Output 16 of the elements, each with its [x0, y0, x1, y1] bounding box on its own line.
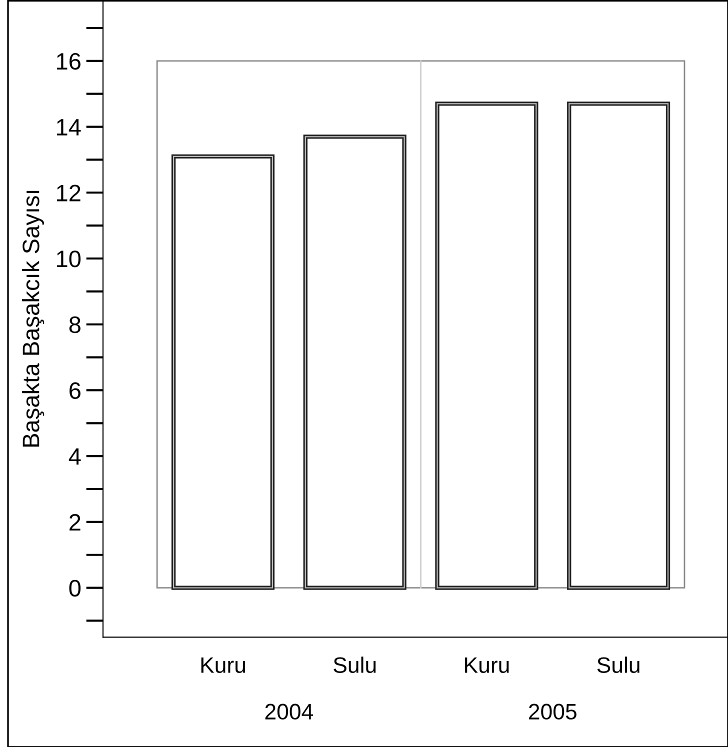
x-tick-label: Kuru — [465, 657, 509, 673]
x-tick-label: Sulu — [597, 656, 640, 673]
y-axis-title: Başakta Başakcık Sayısı — [22, 190, 44, 447]
y-tick-label: 2 — [70, 514, 80, 530]
y-tick-label: 8 — [69, 316, 80, 334]
text: 2005 — [529, 704, 576, 720]
text: 2004 — [265, 704, 313, 720]
y-tick-label: 16 — [57, 52, 80, 70]
y-tick-label: 0 — [69, 580, 81, 597]
y-tick-label: 6 — [70, 382, 80, 400]
y-tick-label: 14 — [57, 119, 81, 136]
x-tick-label: Sulu — [334, 656, 376, 673]
x-tick-label: Kuru — [201, 657, 245, 673]
y-tick-label: 4 — [68, 448, 81, 465]
y-tick-label: 12 — [57, 184, 80, 202]
y-tick-label: 10 — [57, 250, 81, 268]
